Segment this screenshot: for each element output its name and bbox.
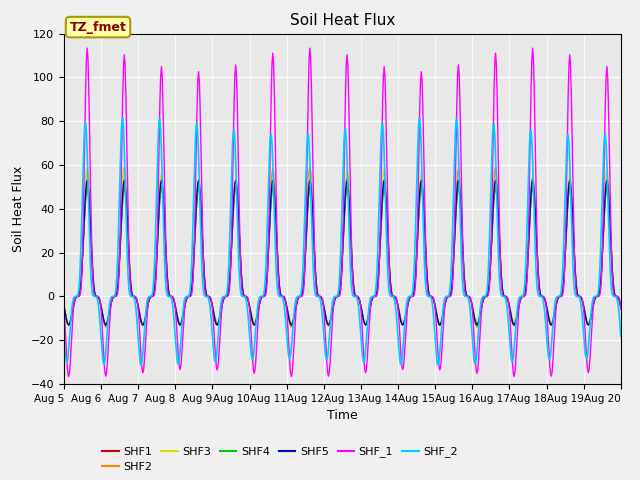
Line: SHF2: SHF2 — [64, 168, 621, 327]
Line: SHF4: SHF4 — [64, 187, 621, 325]
X-axis label: Time: Time — [327, 409, 358, 422]
Text: TZ_fmet: TZ_fmet — [70, 21, 127, 34]
Legend: SHF1, SHF2, SHF3, SHF4, SHF5, SHF_1, SHF_2: SHF1, SHF2, SHF3, SHF4, SHF5, SHF_1, SHF… — [97, 442, 462, 477]
Line: SHF_1: SHF_1 — [64, 48, 621, 376]
Y-axis label: Soil Heat Flux: Soil Heat Flux — [12, 166, 25, 252]
Title: Soil Heat Flux: Soil Heat Flux — [290, 13, 395, 28]
Line: SHF_2: SHF_2 — [64, 119, 621, 365]
Line: SHF3: SHF3 — [64, 169, 621, 324]
Line: SHF5: SHF5 — [64, 180, 621, 325]
Line: SHF1: SHF1 — [64, 187, 621, 325]
